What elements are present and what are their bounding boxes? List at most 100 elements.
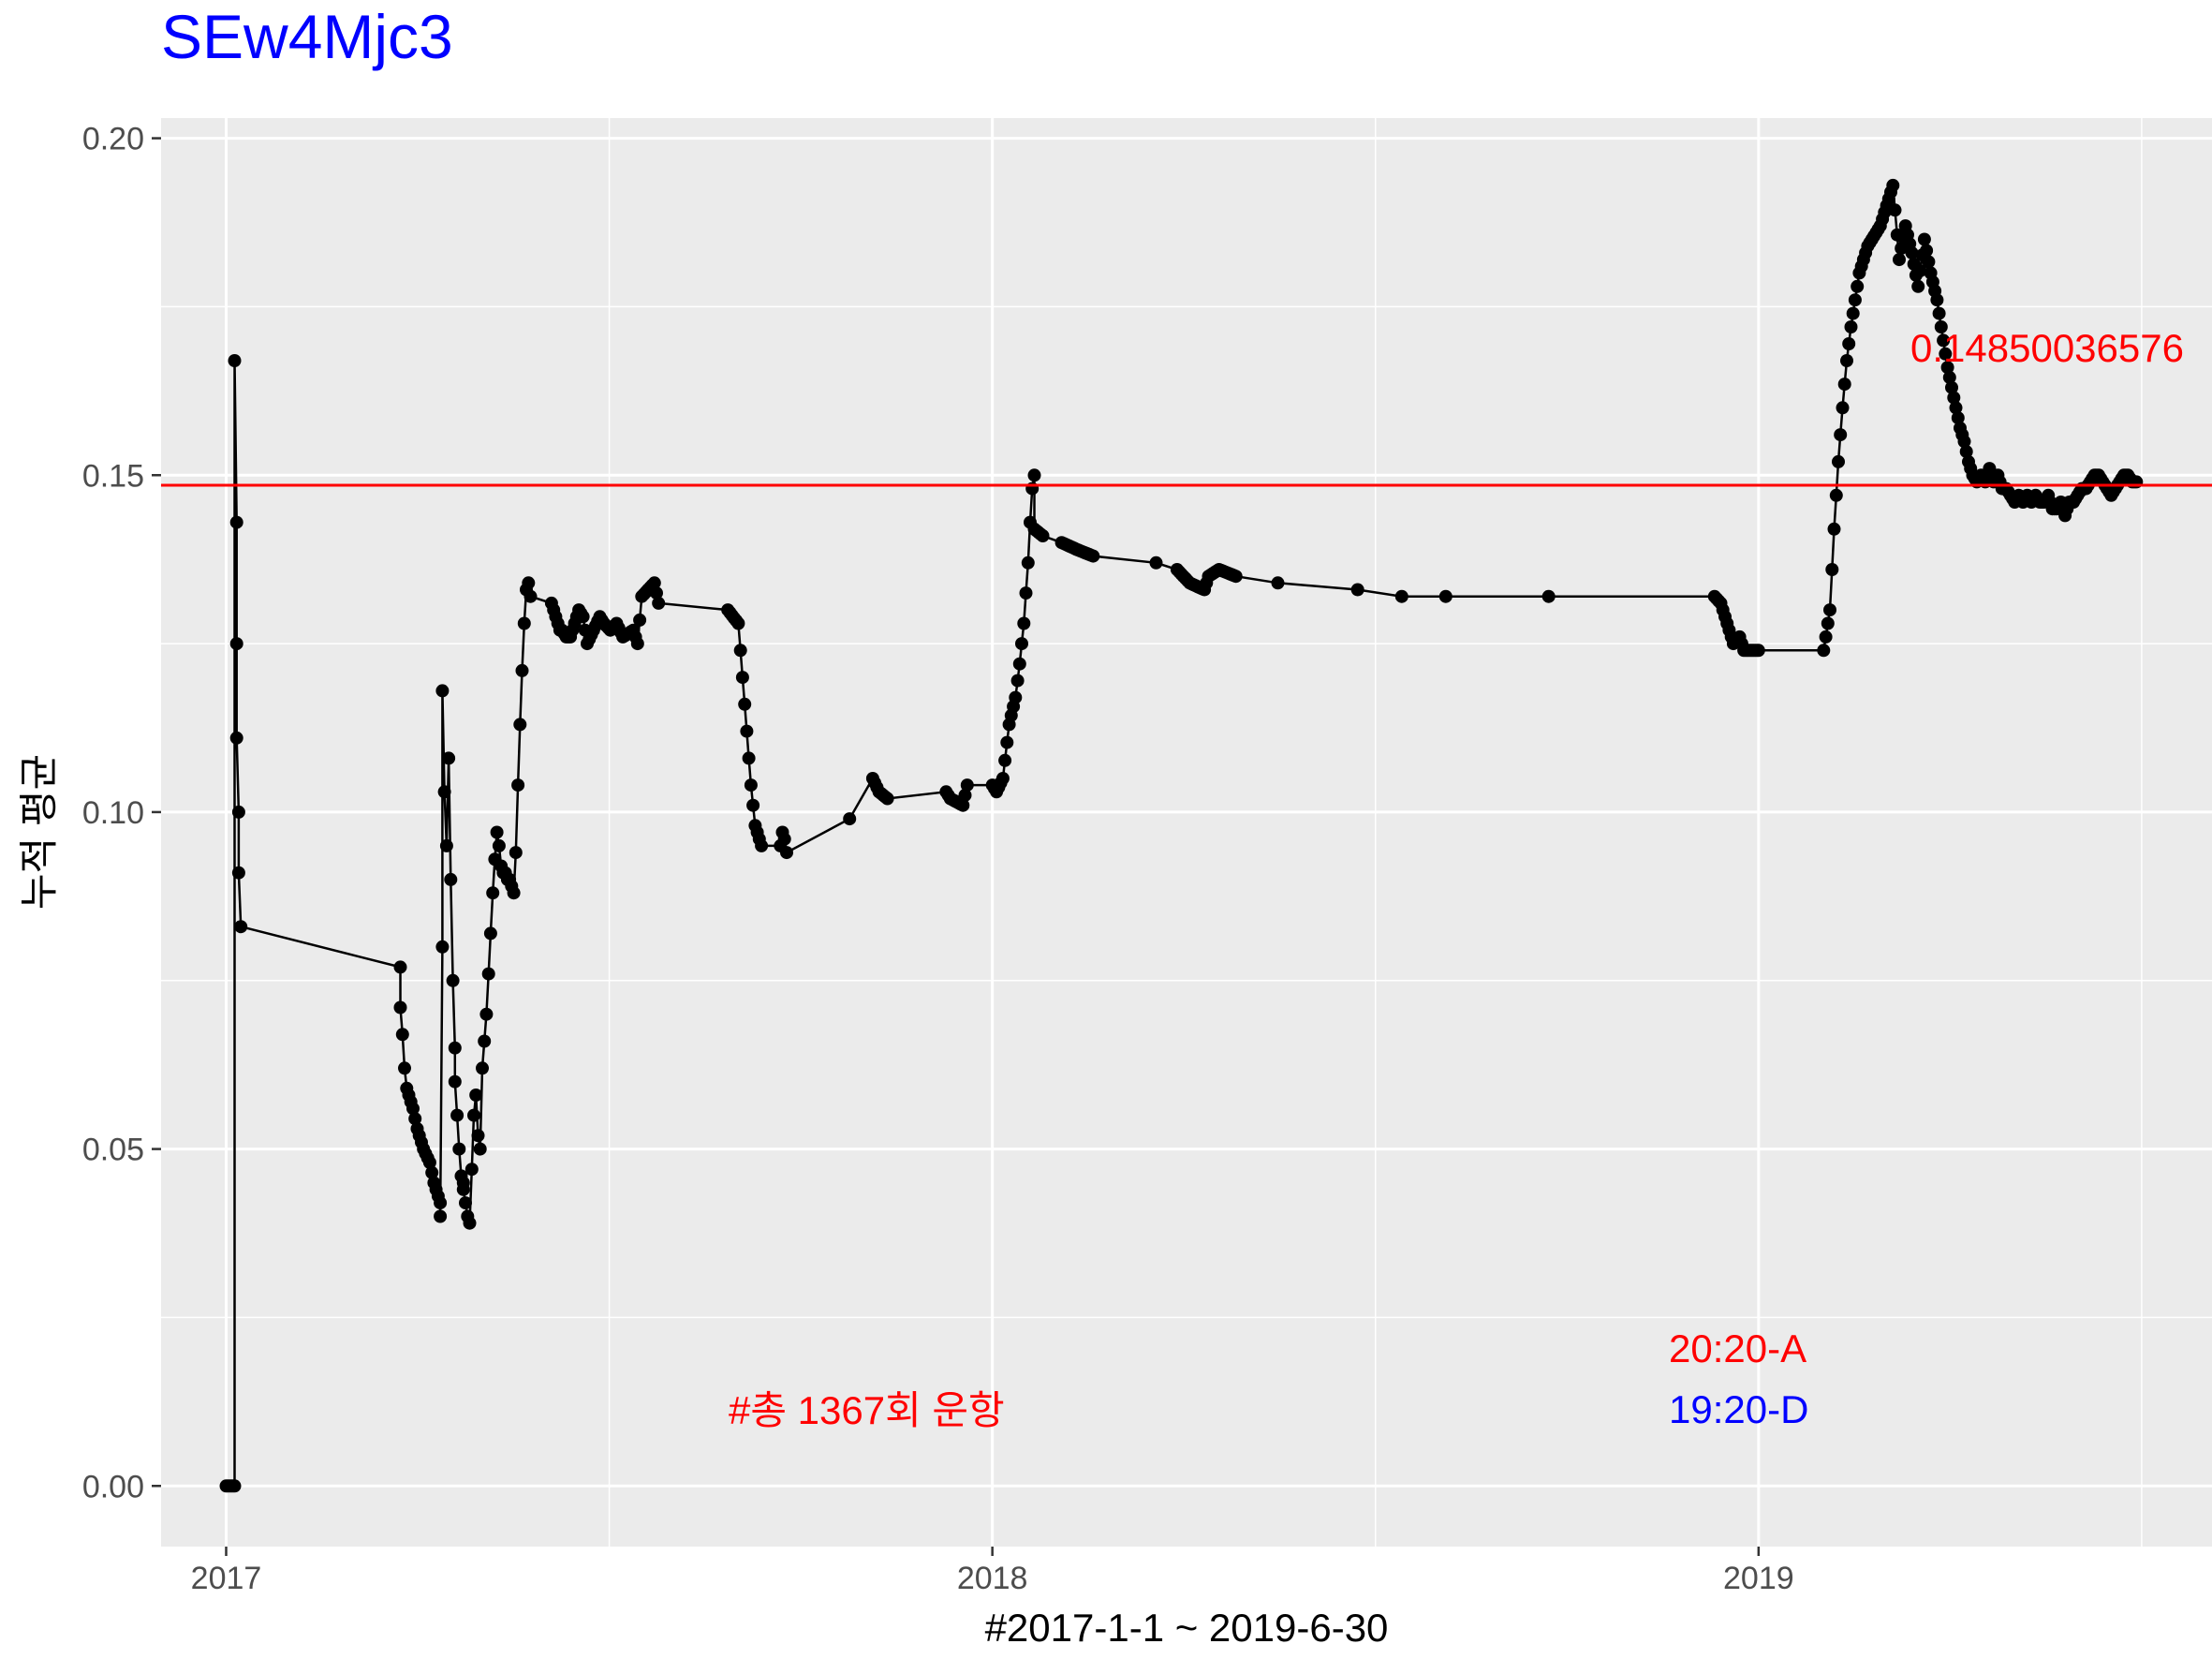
data-point — [1945, 380, 1958, 394]
data-point — [471, 1129, 485, 1143]
data-point — [517, 616, 531, 630]
data-point — [444, 872, 458, 886]
data-point — [1848, 293, 1862, 307]
y-tick-label: 0.20 — [82, 122, 144, 157]
x-tick-label: 2019 — [1723, 1561, 1794, 1596]
data-point — [1844, 320, 1858, 333]
data-point — [228, 1479, 242, 1493]
data-point — [843, 812, 857, 826]
data-point — [1934, 320, 1948, 333]
data-point — [1817, 644, 1831, 658]
data-point — [1036, 529, 1050, 542]
data-point — [1846, 306, 1860, 320]
data-point — [1937, 333, 1951, 348]
data-point — [476, 1061, 489, 1075]
data-point — [960, 778, 974, 792]
data-point — [650, 586, 663, 600]
data-point — [777, 832, 791, 846]
data-point — [1350, 583, 1364, 597]
data-point — [439, 838, 453, 852]
data-point — [422, 1156, 436, 1169]
data-point — [446, 973, 460, 987]
data-point — [1000, 735, 1014, 749]
data-point — [393, 960, 407, 974]
data-point — [1834, 428, 1848, 442]
data-point — [229, 731, 243, 745]
data-point — [522, 576, 536, 590]
data-point — [425, 1165, 439, 1179]
data-point — [459, 1196, 472, 1210]
data-point — [513, 718, 527, 732]
data-point — [483, 926, 497, 941]
y-tick-label: 0.00 — [82, 1469, 144, 1504]
data-point — [398, 1061, 411, 1075]
data-point — [490, 825, 504, 839]
x-tick-label: 2017 — [191, 1561, 262, 1596]
data-point — [1229, 570, 1243, 584]
data-point — [450, 1108, 465, 1122]
data-point — [1086, 549, 1100, 563]
data-point — [442, 751, 456, 765]
data-point — [1010, 674, 1025, 688]
data-point — [1027, 468, 1041, 482]
data-point — [448, 1041, 462, 1055]
data-point — [1939, 347, 1953, 361]
data-point — [731, 616, 745, 630]
data-point — [473, 1142, 487, 1156]
data-point — [1917, 232, 1931, 246]
data-point — [1149, 555, 1163, 570]
data-point — [1271, 576, 1285, 590]
data-point — [1394, 589, 1408, 603]
grid — [161, 118, 2212, 1547]
data-point — [742, 751, 756, 765]
reference-line-label: 0.14850036576 — [1910, 326, 2184, 370]
data-point — [630, 637, 644, 651]
data-point — [746, 798, 760, 812]
data-point — [507, 886, 521, 900]
data-point — [755, 838, 769, 852]
data-point — [1913, 264, 1927, 278]
data-point — [452, 1142, 466, 1156]
data-point — [1827, 522, 1841, 536]
data-point — [486, 886, 500, 900]
data-point — [465, 1163, 479, 1177]
data-point — [1829, 488, 1843, 502]
data-point — [435, 940, 450, 954]
data-point — [733, 644, 747, 658]
data-point — [1951, 411, 1965, 425]
data-point — [744, 778, 758, 792]
data-point — [738, 697, 752, 711]
data-point — [408, 1112, 422, 1126]
data-point — [434, 1196, 448, 1210]
data-point — [958, 788, 972, 802]
data-point — [511, 778, 525, 792]
plot-panel — [161, 118, 2212, 1547]
data-point — [229, 637, 243, 651]
data-point — [1438, 589, 1453, 603]
data-point — [231, 805, 245, 819]
data-point — [1957, 435, 1971, 449]
data-point — [456, 1182, 470, 1196]
data-point — [1932, 306, 1946, 320]
data-point — [234, 920, 248, 934]
series-layer — [219, 178, 2144, 1493]
data-point — [956, 798, 970, 812]
x-axis-title: #2017-1-1 ~ 2019-6-30 — [985, 1606, 1389, 1650]
data-point — [437, 785, 451, 799]
data-point — [435, 684, 450, 698]
data-point — [231, 866, 245, 880]
data-point — [481, 967, 495, 981]
data-point — [524, 589, 538, 603]
data-point — [1821, 616, 1835, 630]
data-point — [434, 1209, 448, 1223]
data-point — [1905, 245, 1919, 259]
data-point — [1836, 401, 1850, 415]
data-point — [1949, 401, 1963, 415]
data-point — [479, 1007, 494, 1021]
data-point — [406, 1102, 420, 1116]
data-point — [1825, 563, 1839, 576]
chart-title: SEw4Mjc3 — [161, 2, 453, 71]
data-point — [228, 354, 242, 367]
data-point — [1911, 279, 1925, 293]
